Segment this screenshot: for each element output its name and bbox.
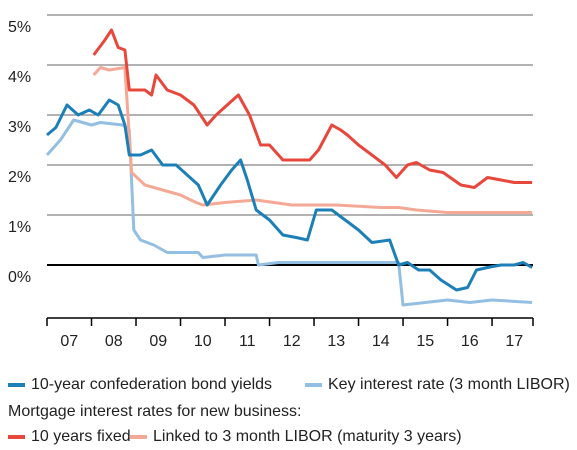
x-tick-label: 13 bbox=[327, 333, 345, 350]
x-tick-label: 10 bbox=[194, 333, 212, 350]
legend-label: Linked to 3 month LIBOR (maturity 3 year… bbox=[153, 428, 462, 445]
x-tick-label: 08 bbox=[105, 333, 123, 350]
y-tick-label: 2% bbox=[8, 169, 31, 186]
x-tick-label: 16 bbox=[461, 333, 479, 350]
x-tick-label: 09 bbox=[149, 333, 167, 350]
legend-label: Key interest rate (3 month LIBOR) bbox=[328, 376, 570, 393]
series-line bbox=[45, 118, 533, 307]
x-tick-label: 14 bbox=[372, 333, 390, 350]
y-tick-label: 3% bbox=[8, 119, 31, 136]
series-line bbox=[46, 98, 533, 292]
x-tick-label: 07 bbox=[60, 333, 78, 350]
series-line bbox=[92, 66, 533, 214]
series-line bbox=[92, 28, 533, 189]
y-tick-label: 1% bbox=[8, 219, 31, 236]
legend-heading: Mortgage interest rates for new business… bbox=[8, 403, 301, 420]
y-tick-label: 5% bbox=[8, 19, 31, 36]
y-tick-label: 0% bbox=[8, 269, 31, 286]
x-tick-label: 17 bbox=[505, 333, 523, 350]
x-tick-label: 12 bbox=[283, 333, 301, 350]
y-tick-label: 4% bbox=[8, 69, 31, 86]
x-tick-label: 11 bbox=[239, 333, 256, 350]
x-tick-label: 15 bbox=[416, 333, 434, 350]
legend-label: 10-year confederation bond yields bbox=[31, 376, 272, 393]
legend-label: 10 years fixed bbox=[31, 428, 131, 445]
